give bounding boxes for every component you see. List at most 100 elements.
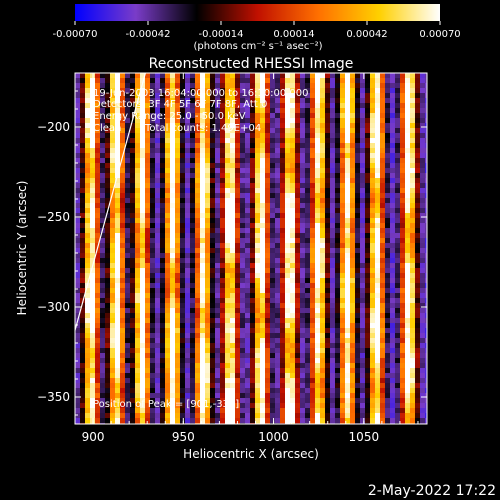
heatmap-cell: [410, 298, 416, 304]
heatmap-cell: [200, 128, 206, 134]
heatmap-cell: [385, 308, 391, 314]
heatmap-cell: [345, 73, 351, 79]
heatmap-cell: [270, 338, 276, 344]
heatmap-cell: [310, 333, 316, 339]
heatmap-cell: [335, 418, 341, 424]
heatmap-cell: [175, 313, 181, 319]
heatmap-cell: [215, 128, 221, 134]
heatmap-cell: [315, 413, 321, 419]
heatmap-cell: [280, 343, 286, 349]
heatmap-cell: [380, 268, 386, 274]
heatmap-cell: [400, 263, 406, 269]
heatmap-cell: [120, 308, 126, 314]
heatmap-cell: [155, 228, 161, 234]
heatmap-cell: [375, 328, 381, 334]
heatmap-cell: [195, 198, 201, 204]
heatmap-cell: [155, 113, 161, 119]
heatmap-cell: [225, 278, 231, 284]
heatmap-cell: [170, 293, 176, 299]
heatmap-cell: [235, 298, 241, 304]
heatmap-cell: [80, 323, 86, 329]
heatmap-cell: [275, 148, 281, 154]
heatmap-cell: [245, 83, 251, 89]
heatmap-cell: [350, 178, 356, 184]
heatmap-cell: [195, 153, 201, 159]
heatmap-cell: [265, 83, 271, 89]
heatmap-cell: [125, 403, 131, 409]
heatmap-cell: [225, 293, 231, 299]
heatmap-cell: [275, 248, 281, 254]
heatmap-cell: [410, 128, 416, 134]
heatmap-cell: [295, 83, 301, 89]
heatmap-cell: [190, 373, 196, 379]
heatmap-cell: [120, 113, 126, 119]
heatmap-cell: [300, 158, 306, 164]
heatmap-cell: [140, 203, 146, 209]
heatmap-cell: [155, 278, 161, 284]
heatmap-cell: [350, 198, 356, 204]
heatmap-cell: [185, 128, 191, 134]
heatmap-cell: [395, 138, 401, 144]
heatmap-cell: [310, 128, 316, 134]
heatmap-cell: [245, 183, 251, 189]
heatmap-cell: [245, 88, 251, 94]
heatmap-cell: [290, 128, 296, 134]
heatmap-cell: [405, 298, 411, 304]
heatmap-cell: [305, 78, 311, 84]
heatmap-cell: [170, 138, 176, 144]
heatmap-cell: [75, 103, 81, 109]
heatmap-cell: [120, 103, 126, 109]
heatmap-cell: [270, 93, 276, 99]
heatmap-cell: [85, 388, 91, 394]
heatmap-cell: [340, 203, 346, 209]
heatmap-cell: [180, 243, 186, 249]
heatmap-cell: [380, 193, 386, 199]
heatmap-cell: [285, 328, 291, 334]
heatmap-cell: [195, 278, 201, 284]
heatmap-cell: [275, 408, 281, 414]
heatmap-cell: [410, 383, 416, 389]
heatmap-cell: [225, 248, 231, 254]
heatmap-cell: [75, 308, 81, 314]
heatmap-cell: [290, 213, 296, 219]
heatmap-cell: [420, 248, 426, 254]
heatmap-cell: [425, 73, 427, 79]
heatmap-cell: [240, 418, 246, 424]
heatmap-cell: [195, 128, 201, 134]
heatmap-cell: [200, 263, 206, 269]
heatmap-cell: [115, 268, 121, 274]
heatmap-cell: [335, 323, 341, 329]
heatmap-cell: [175, 113, 181, 119]
heatmap-cell: [125, 323, 131, 329]
heatmap-cell: [260, 323, 266, 329]
heatmap-cell: [75, 153, 81, 159]
heatmap-cell: [85, 178, 91, 184]
heatmap-cell: [265, 348, 271, 354]
heatmap-cell: [235, 243, 241, 249]
heatmap-cell: [370, 408, 376, 414]
heatmap-cell: [175, 88, 181, 94]
heatmap-cell: [235, 78, 241, 84]
heatmap-cell: [250, 258, 256, 264]
heatmap-cell: [205, 188, 211, 194]
heatmap-cell: [80, 343, 86, 349]
heatmap-cell: [280, 73, 286, 79]
heatmap-cell: [420, 253, 426, 259]
heatmap-cell: [335, 328, 341, 334]
heatmap-cell: [275, 163, 281, 169]
heatmap-cell: [195, 418, 201, 424]
heatmap-cell: [200, 253, 206, 259]
heatmap-cell: [415, 208, 421, 214]
heatmap-cell: [335, 203, 341, 209]
heatmap-cell: [95, 198, 101, 204]
heatmap-cell: [245, 353, 251, 359]
heatmap-cell: [280, 318, 286, 324]
heatmap-cell: [125, 83, 131, 89]
heatmap-cell: [175, 83, 181, 89]
heatmap-cell: [240, 383, 246, 389]
heatmap-cell: [240, 168, 246, 174]
heatmap-cell: [180, 288, 186, 294]
heatmap-cell: [330, 418, 336, 424]
heatmap-cell: [335, 133, 341, 139]
heatmap-cell: [105, 368, 111, 374]
